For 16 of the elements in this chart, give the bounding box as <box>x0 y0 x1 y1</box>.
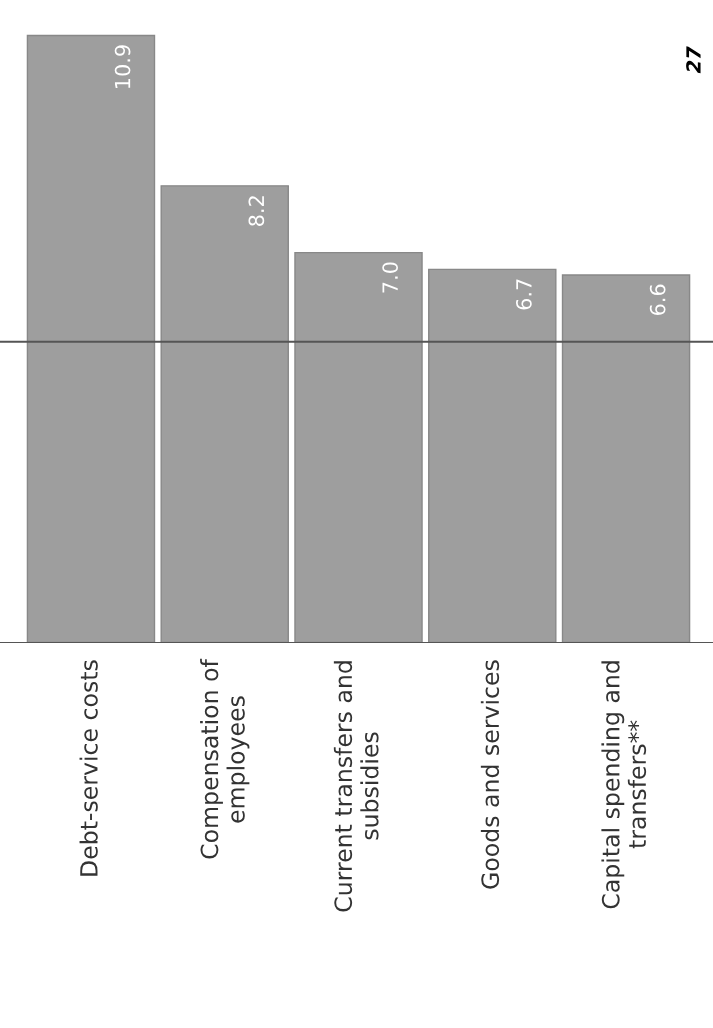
bar <box>294 251 423 643</box>
bar <box>561 274 691 643</box>
data-label: 7.0 <box>382 262 398 293</box>
data-label: 6.7 <box>516 279 532 310</box>
x-tick-label: Capital spending and transfers** <box>601 661 647 909</box>
x-tick-label: Current transfers and subsidies <box>333 661 379 912</box>
annotation: 27 <box>686 46 701 74</box>
data-label: 8.2 <box>248 196 265 226</box>
x-tick-label: Debt-service costs <box>79 660 98 876</box>
bar <box>428 268 557 643</box>
data-label: 6.6 <box>649 284 666 315</box>
bar <box>160 185 289 643</box>
data-label: 10.9 <box>114 45 131 88</box>
x-tick-label: Goods and services <box>480 660 500 889</box>
x-tick-label: Compensation of employees <box>200 658 250 859</box>
bar <box>26 34 156 643</box>
